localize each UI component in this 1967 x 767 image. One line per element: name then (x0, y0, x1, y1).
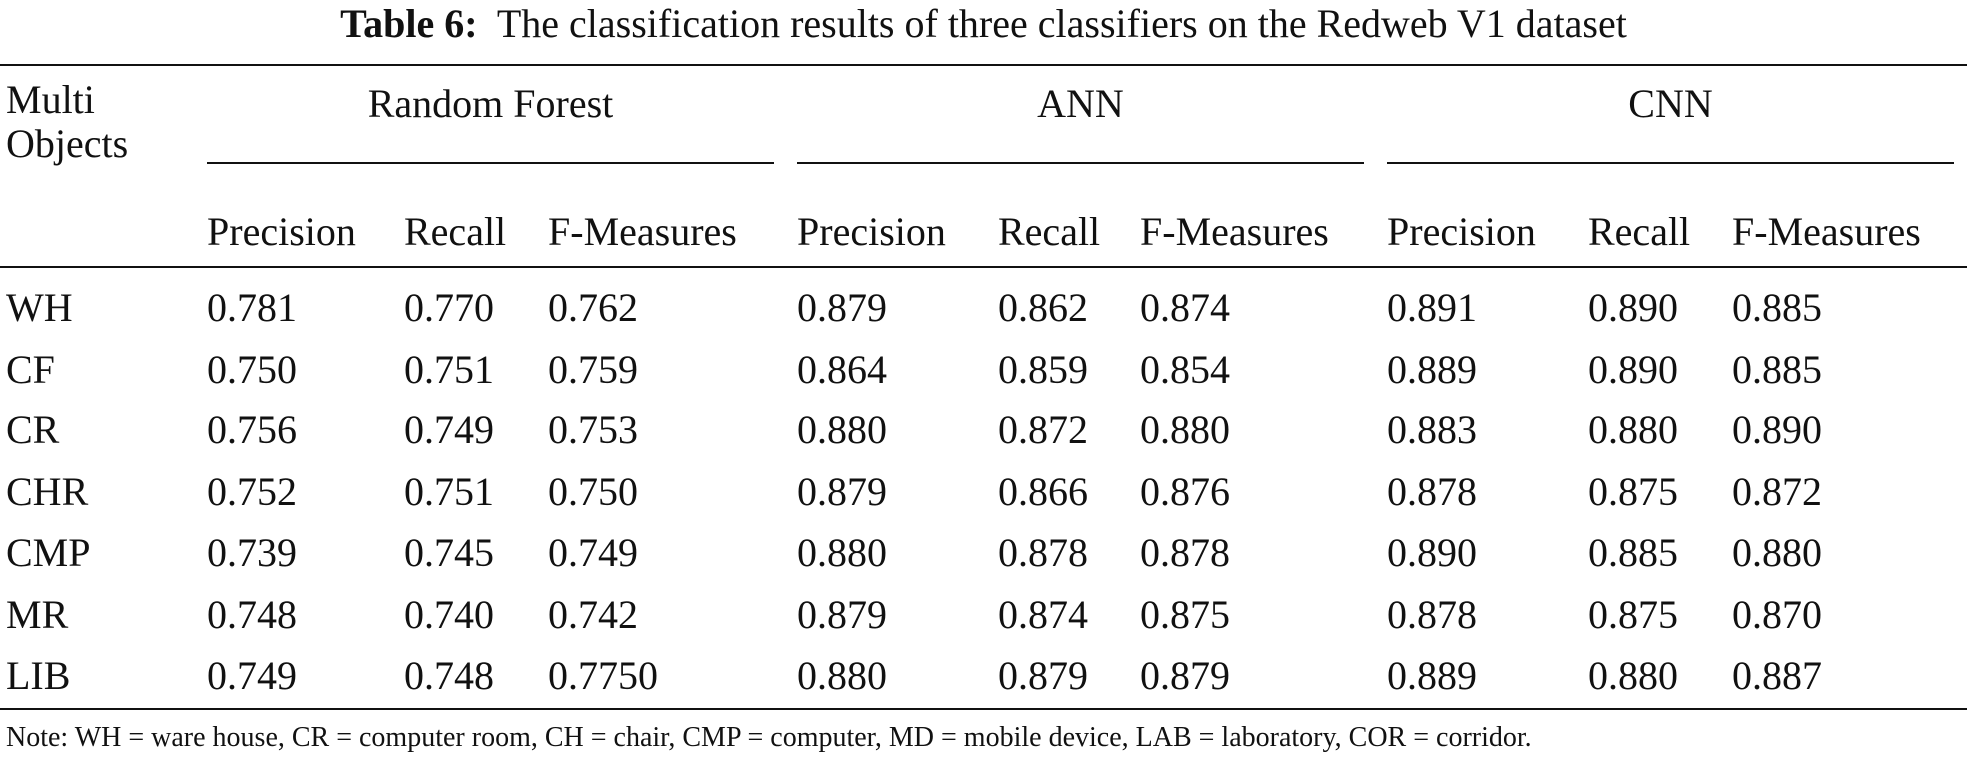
group-underline (797, 162, 1364, 164)
cell: 0.880 (1588, 407, 1678, 452)
cell: 0.770 (404, 285, 494, 330)
cell: 0.879 (797, 592, 887, 637)
column-header: Precision (1387, 209, 1536, 254)
cell: 0.749 (548, 530, 638, 575)
column-header: Recall (998, 209, 1101, 254)
row-label: CMP (6, 530, 91, 575)
caption-label: Table 6: (340, 1, 478, 46)
cell: 0.880 (797, 407, 887, 452)
cell: 0.781 (207, 285, 297, 330)
cell: 0.890 (1588, 285, 1678, 330)
cell: 0.875 (1588, 469, 1678, 514)
cell: 0.874 (998, 592, 1088, 637)
column-header: Recall (404, 209, 507, 254)
cell: 0.885 (1588, 530, 1678, 575)
cell: 0.756 (207, 407, 297, 452)
column-header: F-Measures (1140, 209, 1329, 254)
cell: 0.751 (404, 469, 494, 514)
cell: 0.749 (207, 653, 297, 698)
group-header: ANN (1037, 81, 1124, 126)
cell: 0.872 (1732, 469, 1822, 514)
cell: 0.872 (998, 407, 1088, 452)
cell: 0.885 (1732, 347, 1822, 392)
cell: 0.740 (404, 592, 494, 637)
cell: 0.745 (404, 530, 494, 575)
cell: 0.864 (797, 347, 887, 392)
corner-header: Multi Objects (6, 77, 129, 166)
cell: 0.879 (797, 285, 887, 330)
group-header: Random Forest (367, 81, 614, 126)
cell: 0.749 (404, 407, 494, 452)
cell: 0.891 (1387, 285, 1477, 330)
cell: 0.762 (548, 285, 638, 330)
cell: 0.890 (1588, 347, 1678, 392)
cell: 0.876 (1140, 469, 1230, 514)
cell: 0.866 (998, 469, 1088, 514)
cell: 0.880 (797, 530, 887, 575)
cell: 0.751 (404, 347, 494, 392)
row-label: MR (6, 592, 69, 637)
cell: 0.878 (998, 530, 1088, 575)
cell: 0.880 (1732, 530, 1822, 575)
bottom-rule (0, 708, 1967, 710)
cell: 0.887 (1732, 653, 1822, 698)
column-header: Recall (1588, 209, 1691, 254)
column-header: Precision (207, 209, 356, 254)
row-label: CR (6, 407, 60, 452)
cell: 0.889 (1387, 653, 1477, 698)
cell: 0.750 (548, 469, 638, 514)
row-label: CHR (6, 469, 89, 514)
header-rule (0, 266, 1967, 268)
cell: 0.859 (998, 347, 1088, 392)
row-label: WH (6, 285, 73, 330)
cell: 0.742 (548, 592, 638, 637)
cell: 0.880 (1588, 653, 1678, 698)
cell: 0.854 (1140, 347, 1230, 392)
cell: 0.879 (998, 653, 1088, 698)
cell: 0.880 (797, 653, 887, 698)
cell: 0.7750 (548, 653, 658, 698)
cell: 0.759 (548, 347, 638, 392)
column-header: Precision (797, 209, 946, 254)
group-underline (1387, 162, 1954, 164)
column-header: F-Measures (548, 209, 737, 254)
cell: 0.874 (1140, 285, 1230, 330)
cell: 0.875 (1140, 592, 1230, 637)
cell: 0.883 (1387, 407, 1477, 452)
cell: 0.870 (1732, 592, 1822, 637)
group-underline (207, 162, 774, 164)
row-label: CF (6, 347, 55, 392)
column-header: F-Measures (1732, 209, 1921, 254)
cell: 0.752 (207, 469, 297, 514)
cell: 0.880 (1140, 407, 1230, 452)
caption-text: The classification results of three clas… (496, 1, 1627, 46)
cell: 0.753 (548, 407, 638, 452)
cell: 0.739 (207, 530, 297, 575)
group-header: CNN (1628, 81, 1713, 126)
cell: 0.879 (1140, 653, 1230, 698)
cell: 0.750 (207, 347, 297, 392)
cell: 0.748 (207, 592, 297, 637)
cell: 0.889 (1387, 347, 1477, 392)
cell: 0.875 (1588, 592, 1678, 637)
note: Note: WH = ware house, CR = computer roo… (6, 722, 1532, 753)
cell: 0.890 (1732, 407, 1822, 452)
cell: 0.890 (1387, 530, 1477, 575)
cell: 0.748 (404, 653, 494, 698)
cell: 0.878 (1387, 592, 1477, 637)
cell: 0.878 (1140, 530, 1230, 575)
top-rule (0, 64, 1967, 66)
cell: 0.885 (1732, 285, 1822, 330)
row-label: LIB (6, 653, 71, 698)
cell: 0.878 (1387, 469, 1477, 514)
table-caption: Table 6: The classification results of t… (0, 4, 1967, 44)
cell: 0.862 (998, 285, 1088, 330)
cell: 0.879 (797, 469, 887, 514)
